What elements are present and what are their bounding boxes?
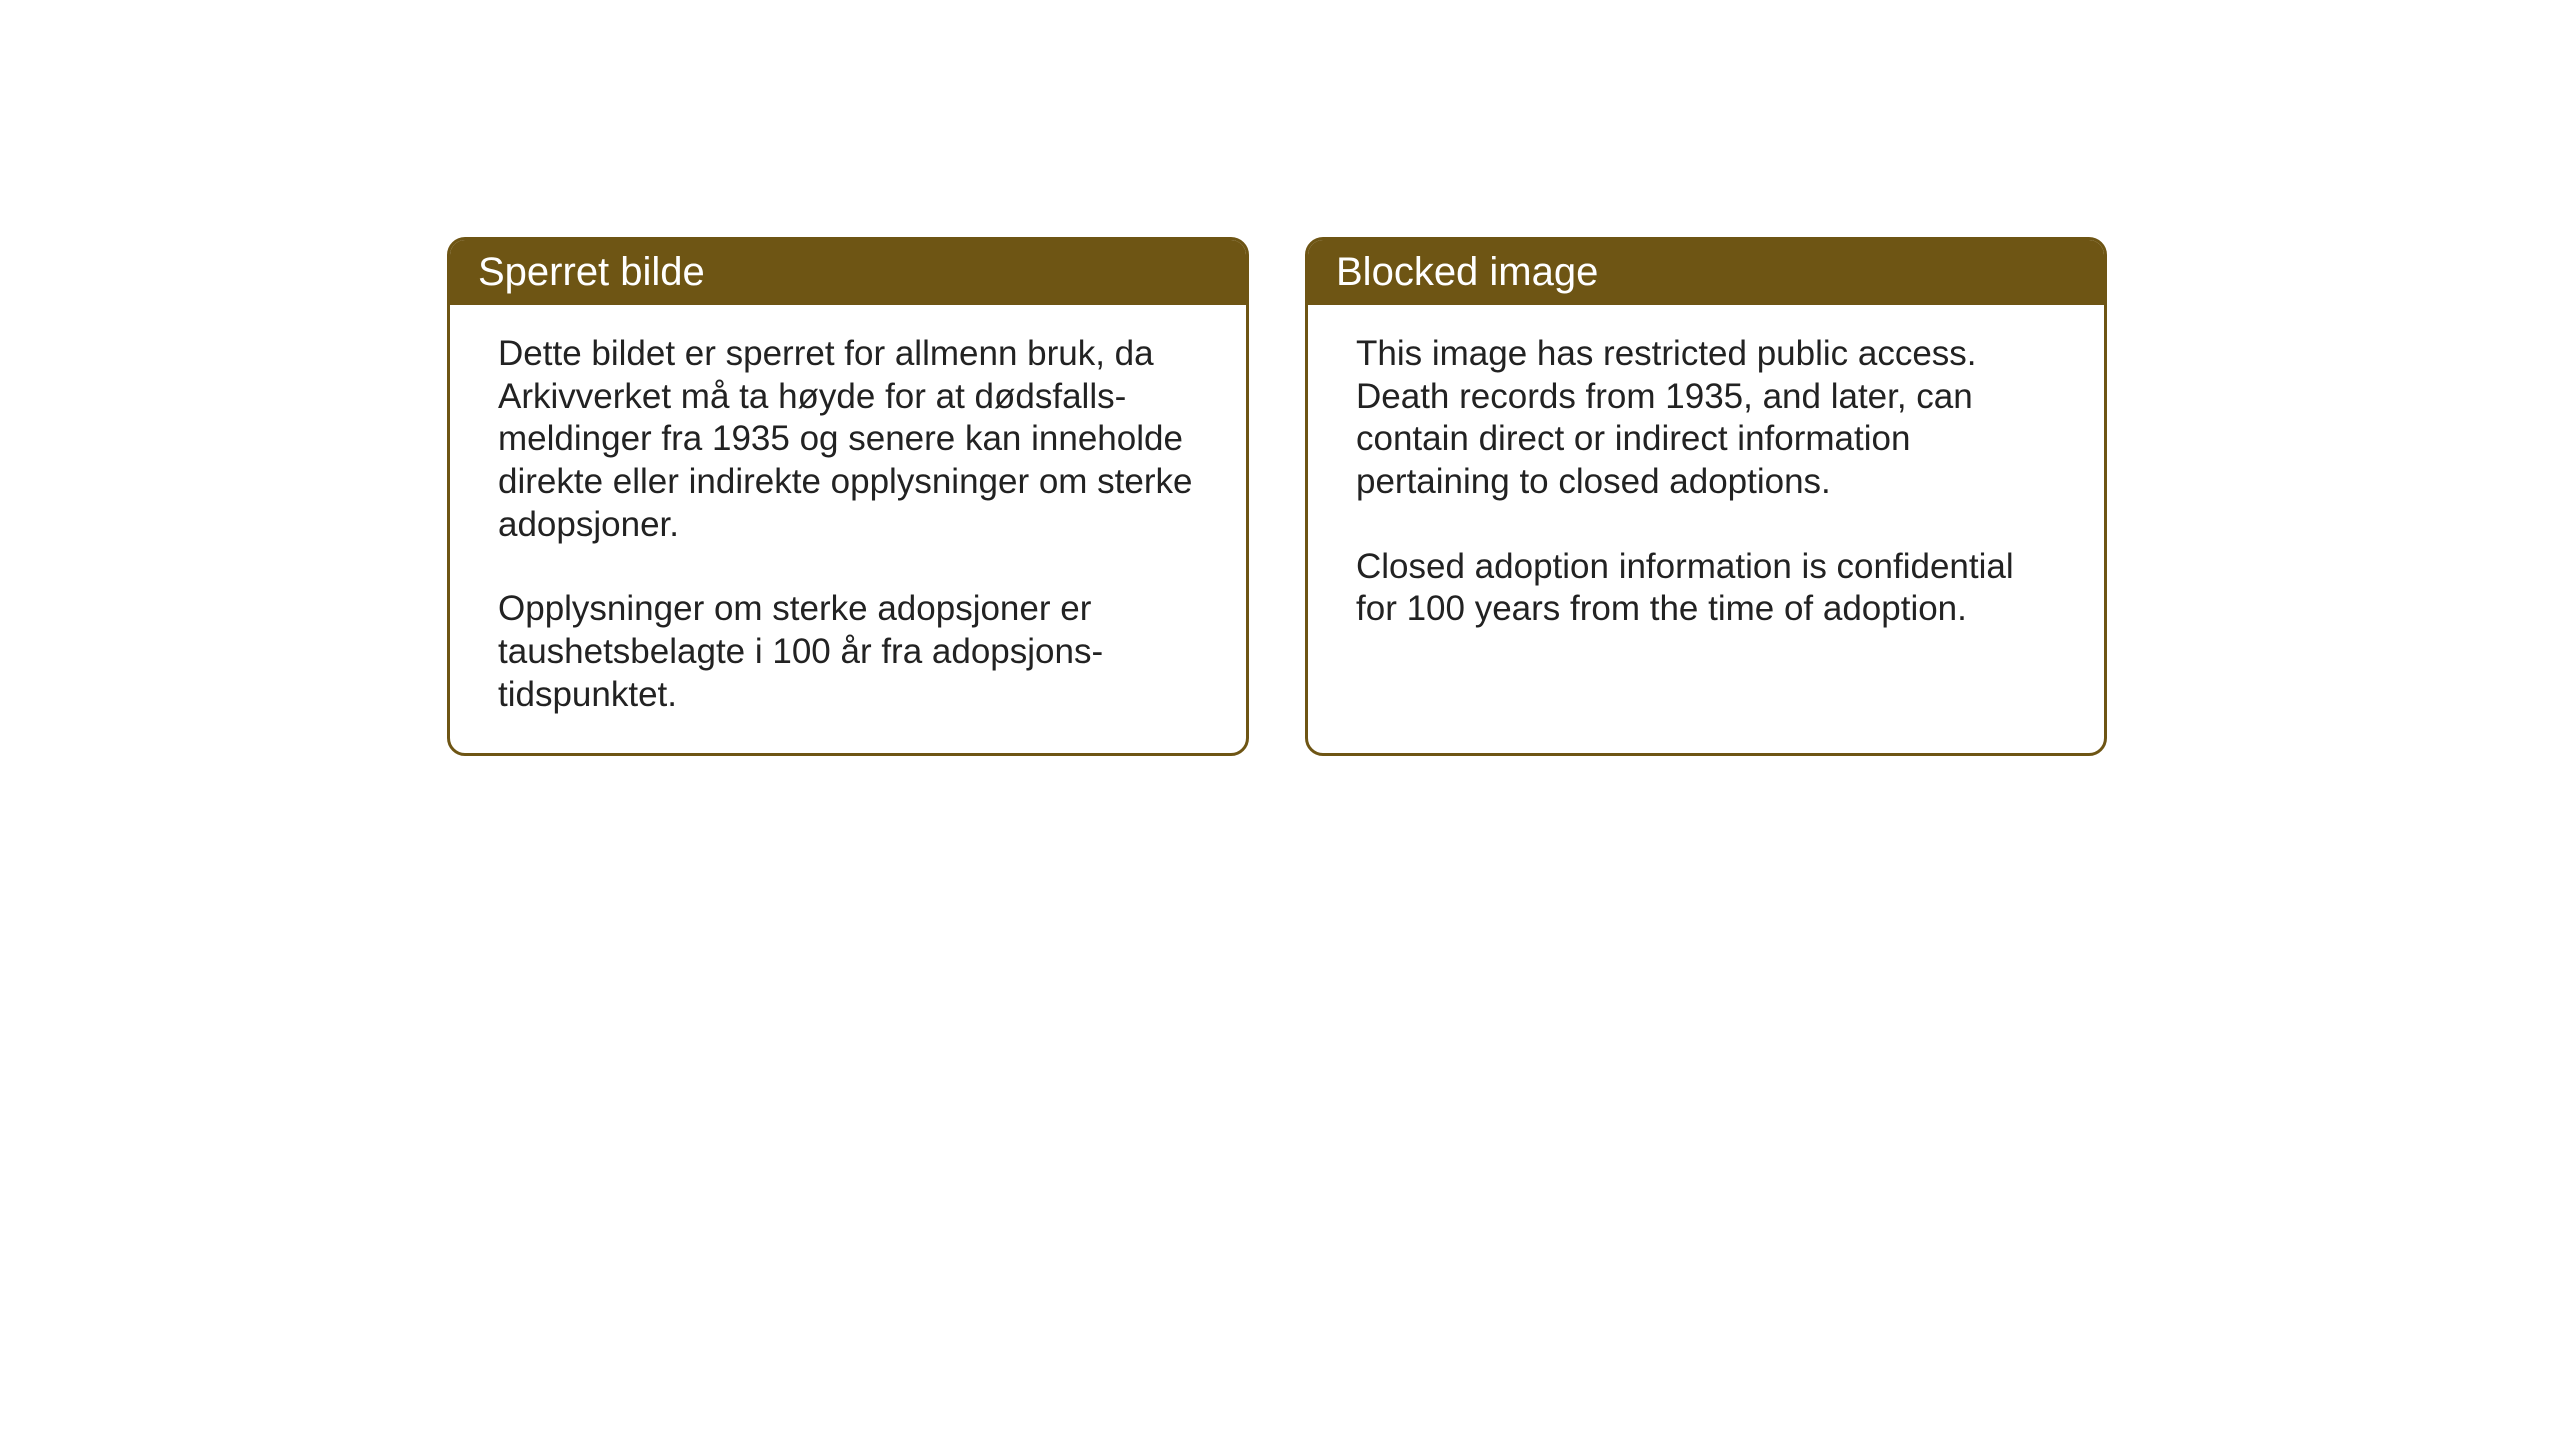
norwegian-paragraph-1: Dette bildet er sperret for allmenn bruk… <box>498 333 1198 546</box>
english-paragraph-1: This image has restricted public access.… <box>1356 333 2056 504</box>
english-card-title: Blocked image <box>1308 240 2104 305</box>
english-paragraph-2: Closed adoption information is confident… <box>1356 546 2056 631</box>
notice-container: Sperret bilde Dette bildet er sperret fo… <box>447 237 2107 756</box>
norwegian-notice-card: Sperret bilde Dette bildet er sperret fo… <box>447 237 1249 756</box>
norwegian-card-title: Sperret bilde <box>450 240 1246 305</box>
english-card-body: This image has restricted public access.… <box>1308 305 2104 735</box>
norwegian-card-body: Dette bildet er sperret for allmenn bruk… <box>450 305 1246 753</box>
norwegian-paragraph-2: Opplysninger om sterke adopsjoner er tau… <box>498 588 1198 716</box>
english-notice-card: Blocked image This image has restricted … <box>1305 237 2107 756</box>
